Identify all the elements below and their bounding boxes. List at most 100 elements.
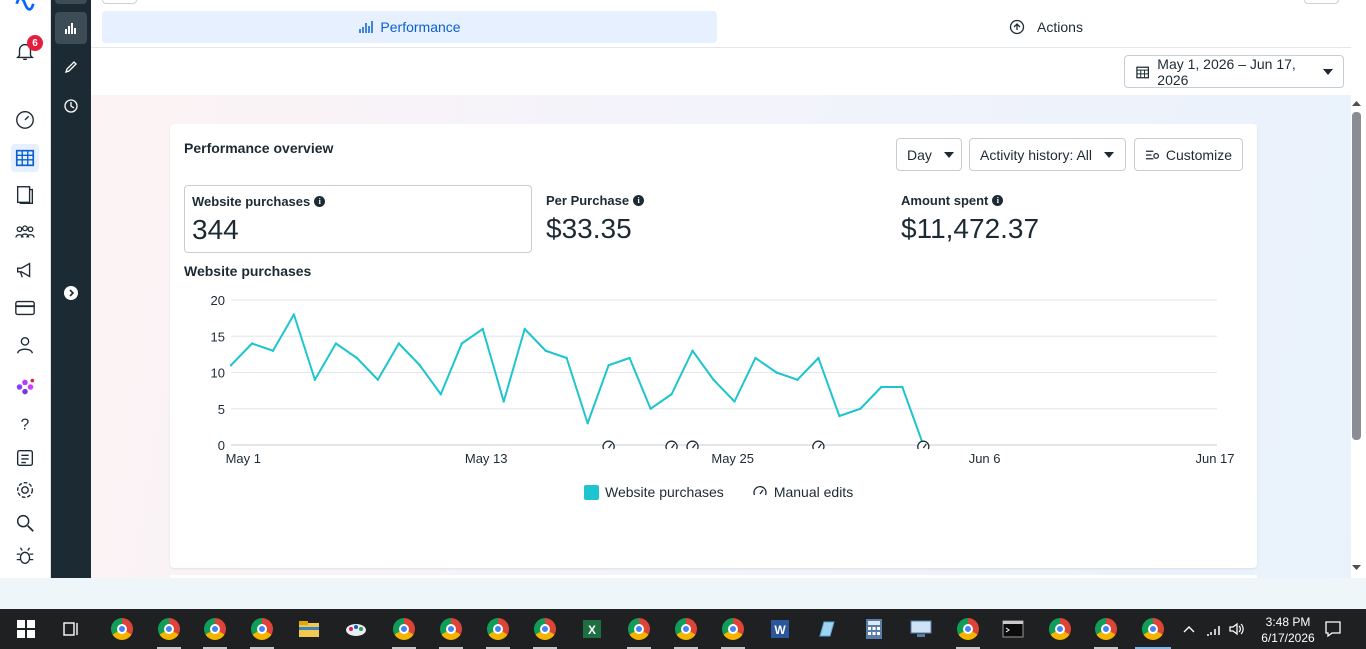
- manual-edit-marker[interactable]: [665, 440, 678, 450]
- data-point[interactable]: [502, 400, 505, 403]
- metric-amount-spent[interactable]: Amount spent i $11,472.37: [894, 185, 1234, 253]
- data-point[interactable]: [460, 342, 463, 345]
- manual-edit-marker[interactable]: [917, 440, 930, 450]
- calculator-icon[interactable]: [862, 617, 886, 641]
- chrome-icon[interactable]: [533, 617, 557, 649]
- meta-logo-icon[interactable]: [11, 0, 39, 16]
- tab-actions[interactable]: Actions: [986, 11, 1106, 43]
- data-point[interactable]: [817, 356, 820, 360]
- scrollbar-thumb[interactable]: [1352, 112, 1361, 440]
- tab-performance[interactable]: Performance: [102, 11, 717, 43]
- day-dropdown[interactable]: Day: [896, 138, 962, 171]
- metric-website-purchases[interactable]: Website purchases i 344: [184, 185, 532, 253]
- data-point[interactable]: [271, 349, 275, 352]
- customize-button[interactable]: Customize: [1134, 138, 1243, 171]
- tray-clock[interactable]: 3:48 PM 6/17/2026: [1252, 614, 1324, 646]
- chevron-up-icon[interactable]: [1177, 617, 1201, 641]
- help-icon[interactable]: ?: [11, 410, 39, 438]
- billing-card-icon[interactable]: [11, 294, 39, 322]
- terminal-icon[interactable]: [1001, 617, 1025, 641]
- data-point[interactable]: [586, 422, 589, 425]
- data-point[interactable]: [229, 364, 233, 367]
- notification-center-icon[interactable]: [1321, 617, 1345, 641]
- subnav-top-item[interactable]: [55, 0, 87, 4]
- chrome-icon[interactable]: [110, 617, 134, 641]
- data-point[interactable]: [418, 364, 422, 367]
- chrome-icon[interactable]: [1094, 617, 1118, 649]
- chrome-icon[interactable]: [203, 617, 227, 649]
- word-icon[interactable]: W: [768, 617, 792, 641]
- data-point[interactable]: [754, 356, 757, 360]
- data-point[interactable]: [691, 349, 694, 352]
- data-point[interactable]: [523, 327, 526, 331]
- data-point[interactable]: [544, 349, 547, 352]
- pages-icon[interactable]: [11, 181, 39, 209]
- data-point[interactable]: [439, 393, 442, 396]
- search-icon[interactable]: [11, 509, 39, 537]
- business-users-icon[interactable]: [11, 331, 39, 359]
- activity-history-dropdown[interactable]: Activity history: All: [969, 138, 1126, 171]
- data-point[interactable]: [292, 313, 296, 316]
- info-icon[interactable]: i: [992, 195, 1004, 206]
- chrome-icon[interactable]: [627, 617, 651, 649]
- data-point[interactable]: [796, 378, 799, 381]
- legend-manual-edits[interactable]: Manual edits: [752, 484, 853, 500]
- paint-icon[interactable]: [344, 617, 368, 641]
- expand-arrow-icon[interactable]: [55, 277, 87, 309]
- chrome-icon[interactable]: [1135, 617, 1171, 649]
- chrome-icon[interactable]: [486, 617, 510, 649]
- legend-label-website-purchases[interactable]: Website purchases: [605, 484, 724, 500]
- data-point[interactable]: [607, 364, 610, 367]
- info-icon[interactable]: i: [633, 195, 645, 206]
- data-point[interactable]: [649, 407, 652, 410]
- date-range-picker[interactable]: May 1, 2026 – Jun 17, 2026: [1124, 55, 1344, 88]
- top-button-stub[interactable]: [1304, 0, 1339, 4]
- network-icon[interactable]: [909, 617, 933, 641]
- data-point[interactable]: [901, 385, 904, 389]
- data-point[interactable]: [712, 378, 715, 381]
- megaphone-icon[interactable]: [11, 256, 39, 284]
- history-clock-icon[interactable]: [55, 90, 87, 122]
- data-point[interactable]: [565, 356, 568, 360]
- data-point[interactable]: [334, 342, 338, 345]
- data-point[interactable]: [397, 342, 401, 345]
- info-icon[interactable]: i: [314, 196, 326, 207]
- data-point[interactable]: [250, 342, 254, 345]
- manual-edit-marker[interactable]: [686, 440, 699, 450]
- windows-start-icon[interactable]: [14, 617, 38, 641]
- pencil-icon[interactable]: [55, 51, 87, 83]
- excel-icon[interactable]: X: [580, 617, 604, 641]
- wifi-icon[interactable]: [1202, 617, 1226, 641]
- chrome-icon[interactable]: [157, 617, 181, 649]
- chrome-icon[interactable]: [250, 617, 274, 649]
- scroll-down-arrow-icon[interactable]: [1352, 564, 1361, 572]
- top-button-stub[interactable]: [102, 0, 137, 4]
- chrome-icon[interactable]: [674, 617, 698, 649]
- data-point[interactable]: [628, 356, 631, 360]
- chrome-icon[interactable]: [392, 617, 416, 649]
- data-point[interactable]: [838, 414, 841, 418]
- bug-icon[interactable]: [11, 542, 39, 570]
- file-explorer-icon[interactable]: [297, 617, 321, 641]
- notes-icon[interactable]: [815, 617, 839, 641]
- data-point[interactable]: [355, 356, 359, 360]
- data-point[interactable]: [733, 400, 736, 403]
- volume-icon[interactable]: [1225, 617, 1249, 641]
- data-point[interactable]: [376, 378, 380, 381]
- gauge-icon[interactable]: [11, 105, 39, 133]
- scroll-up-arrow-icon[interactable]: [1352, 99, 1361, 107]
- data-point[interactable]: [670, 393, 673, 396]
- bar-chart-icon[interactable]: [55, 12, 87, 44]
- chrome-icon[interactable]: [439, 617, 463, 649]
- task-view-icon[interactable]: [59, 617, 83, 641]
- data-point[interactable]: [880, 385, 883, 389]
- data-point[interactable]: [313, 378, 317, 381]
- data-point[interactable]: [859, 407, 862, 410]
- apps-icon[interactable]: [11, 373, 39, 401]
- manual-edit-marker[interactable]: [602, 440, 615, 450]
- data-point[interactable]: [481, 327, 484, 331]
- audience-icon[interactable]: [11, 218, 39, 246]
- chrome-icon[interactable]: [956, 617, 980, 649]
- settings-gear-icon[interactable]: [11, 476, 39, 504]
- chrome-icon[interactable]: [1048, 617, 1072, 641]
